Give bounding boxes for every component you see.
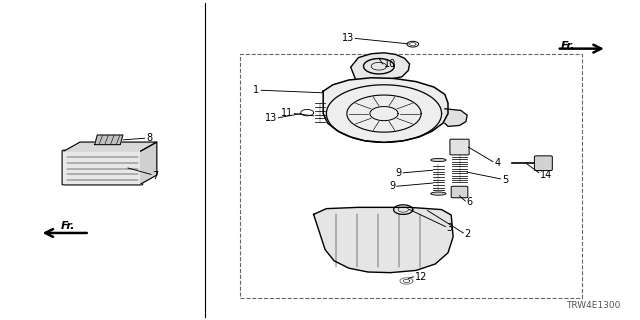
Text: 8: 8: [146, 133, 152, 143]
Polygon shape: [64, 142, 157, 151]
Text: 12: 12: [415, 272, 427, 282]
Text: 14: 14: [540, 170, 552, 180]
FancyBboxPatch shape: [534, 156, 552, 171]
Polygon shape: [95, 135, 123, 145]
Text: TRW4E1300: TRW4E1300: [566, 301, 621, 310]
Polygon shape: [323, 78, 448, 142]
Text: 2: 2: [465, 229, 471, 239]
Text: 3: 3: [447, 223, 453, 233]
Text: 10: 10: [384, 59, 396, 69]
Text: 7: 7: [152, 171, 159, 181]
Text: 1: 1: [253, 84, 259, 95]
FancyBboxPatch shape: [450, 139, 469, 155]
Text: Fr.: Fr.: [561, 41, 575, 52]
Ellipse shape: [431, 192, 446, 195]
Text: Fr.: Fr.: [61, 220, 76, 231]
Polygon shape: [314, 207, 453, 273]
Text: 13: 13: [265, 113, 277, 123]
Text: 9: 9: [396, 168, 402, 178]
Polygon shape: [351, 53, 410, 78]
Polygon shape: [445, 109, 467, 126]
Bar: [240, 54, 582, 298]
Polygon shape: [141, 142, 157, 184]
Text: 11: 11: [281, 108, 293, 118]
Text: 13: 13: [342, 33, 354, 43]
Text: 6: 6: [466, 197, 472, 207]
FancyBboxPatch shape: [451, 186, 468, 198]
FancyBboxPatch shape: [62, 150, 143, 185]
Text: 9: 9: [389, 181, 396, 191]
Text: 5: 5: [502, 175, 508, 185]
Ellipse shape: [431, 158, 446, 162]
Text: 4: 4: [494, 157, 500, 168]
